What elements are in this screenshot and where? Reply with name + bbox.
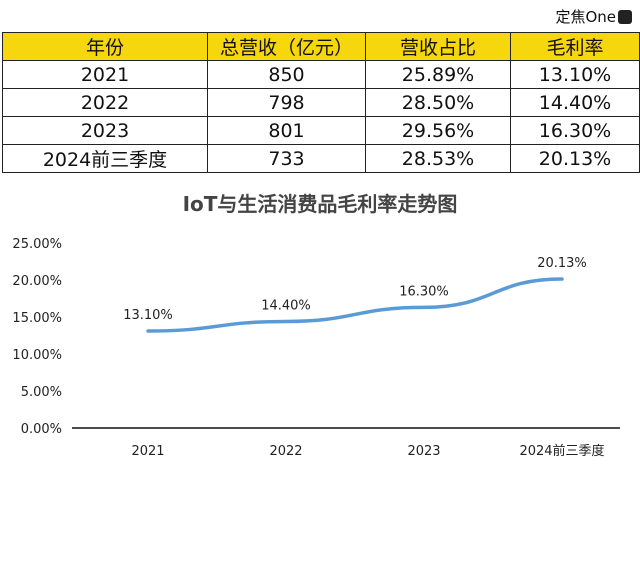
data-table: 年份 总营收（亿元） 营收占比 毛利率 2021 850 25.89% 13.1… <box>2 32 640 173</box>
x-tick-label: 2024前三季度 <box>519 443 604 459</box>
x-tick-label: 2023 <box>407 444 440 459</box>
y-tick-label: 20.00% <box>12 274 62 289</box>
table-row: 2023 801 29.56% 16.30% <box>2 116 640 145</box>
header-revenue-share: 营收占比 <box>365 32 511 61</box>
cell-revenue-share: 25.89% <box>365 60 511 89</box>
gross-margin-line-chart: IoT与生活消费品毛利率走势图 0.00% 5.00% 10.00% 15.00% 20.… <box>12 192 620 459</box>
series-line <box>146 277 564 333</box>
y-tick-label: 5.00% <box>21 385 62 400</box>
cell-revenue-share: 29.56% <box>365 116 511 145</box>
cell-revenue-share: 28.53% <box>365 144 511 173</box>
table-header-row: 年份 总营收（亿元） 营收占比 毛利率 <box>2 32 640 61</box>
y-tick-label: 25.00% <box>12 237 62 252</box>
table-row: 2022 798 28.50% 14.40% <box>2 88 640 117</box>
watermark-text: 定焦One <box>555 8 616 26</box>
x-tick-label: 2021 <box>131 444 164 459</box>
cell-revenue: 733 <box>207 144 366 173</box>
y-tick-label: 0.00% <box>21 422 62 437</box>
chart-title: IoT与生活消费品毛利率走势图 <box>183 192 458 216</box>
y-tick-label: 15.00% <box>12 311 62 326</box>
data-label: 20.13% <box>537 256 587 271</box>
header-year: 年份 <box>2 32 208 61</box>
cell-gross-margin: 16.30% <box>510 116 640 145</box>
cell-revenue: 801 <box>207 116 366 145</box>
data-label: 14.40% <box>261 298 311 313</box>
x-tick-label: 2022 <box>269 444 302 459</box>
cell-year: 2024前三季度 <box>2 144 208 173</box>
cell-revenue: 850 <box>207 60 366 89</box>
header-gross-margin: 毛利率 <box>510 32 640 61</box>
cell-gross-margin: 13.10% <box>510 60 640 89</box>
table-row: 2021 850 25.89% 13.10% <box>2 60 640 89</box>
chart-panel: IoT与生活消费品毛利率走势图 0.00% 5.00% 10.00% 15.00% 20.… <box>0 178 640 564</box>
y-tick-label: 10.00% <box>12 348 62 363</box>
table-row: 2024前三季度 733 28.53% 20.13% <box>2 144 640 173</box>
header-revenue: 总营收（亿元） <box>207 32 366 61</box>
cell-gross-margin: 14.40% <box>510 88 640 117</box>
watermark: 定焦One <box>555 6 632 27</box>
watermark-logo-icon <box>618 9 632 24</box>
data-label: 16.30% <box>399 284 449 299</box>
data-label: 13.10% <box>123 308 173 323</box>
cell-gross-margin: 20.13% <box>510 144 640 173</box>
cell-year: 2023 <box>2 116 208 145</box>
cell-year: 2022 <box>2 88 208 117</box>
cell-revenue-share: 28.50% <box>365 88 511 117</box>
cell-revenue: 798 <box>207 88 366 117</box>
cell-year: 2021 <box>2 60 208 89</box>
